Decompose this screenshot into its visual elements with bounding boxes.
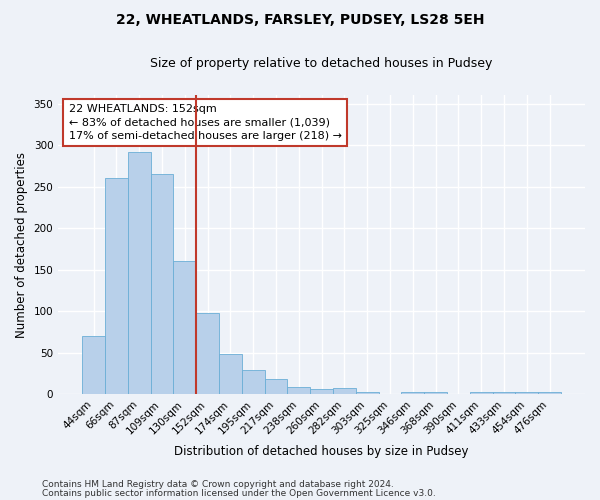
Bar [196, 313, 219, 394]
Bar [265, 380, 287, 394]
Bar [493, 392, 515, 394]
Bar [151, 174, 173, 394]
Bar [128, 152, 151, 394]
X-axis label: Distribution of detached houses by size in Pudsey: Distribution of detached houses by size … [175, 444, 469, 458]
Bar [242, 370, 265, 394]
Bar [287, 387, 310, 394]
Title: Size of property relative to detached houses in Pudsey: Size of property relative to detached ho… [151, 58, 493, 70]
Bar [219, 354, 242, 395]
Text: 22 WHEATLANDS: 152sqm
← 83% of detached houses are smaller (1,039)
17% of semi-d: 22 WHEATLANDS: 152sqm ← 83% of detached … [69, 104, 342, 141]
Y-axis label: Number of detached properties: Number of detached properties [15, 152, 28, 338]
Bar [470, 392, 493, 394]
Bar [173, 262, 196, 394]
Bar [82, 336, 105, 394]
Bar [424, 392, 447, 394]
Bar [515, 392, 538, 394]
Bar [105, 178, 128, 394]
Bar [310, 390, 333, 394]
Text: Contains public sector information licensed under the Open Government Licence v3: Contains public sector information licen… [42, 488, 436, 498]
Bar [356, 392, 379, 394]
Text: Contains HM Land Registry data © Crown copyright and database right 2024.: Contains HM Land Registry data © Crown c… [42, 480, 394, 489]
Bar [333, 388, 356, 394]
Bar [401, 392, 424, 394]
Bar [538, 392, 561, 394]
Text: 22, WHEATLANDS, FARSLEY, PUDSEY, LS28 5EH: 22, WHEATLANDS, FARSLEY, PUDSEY, LS28 5E… [116, 12, 484, 26]
